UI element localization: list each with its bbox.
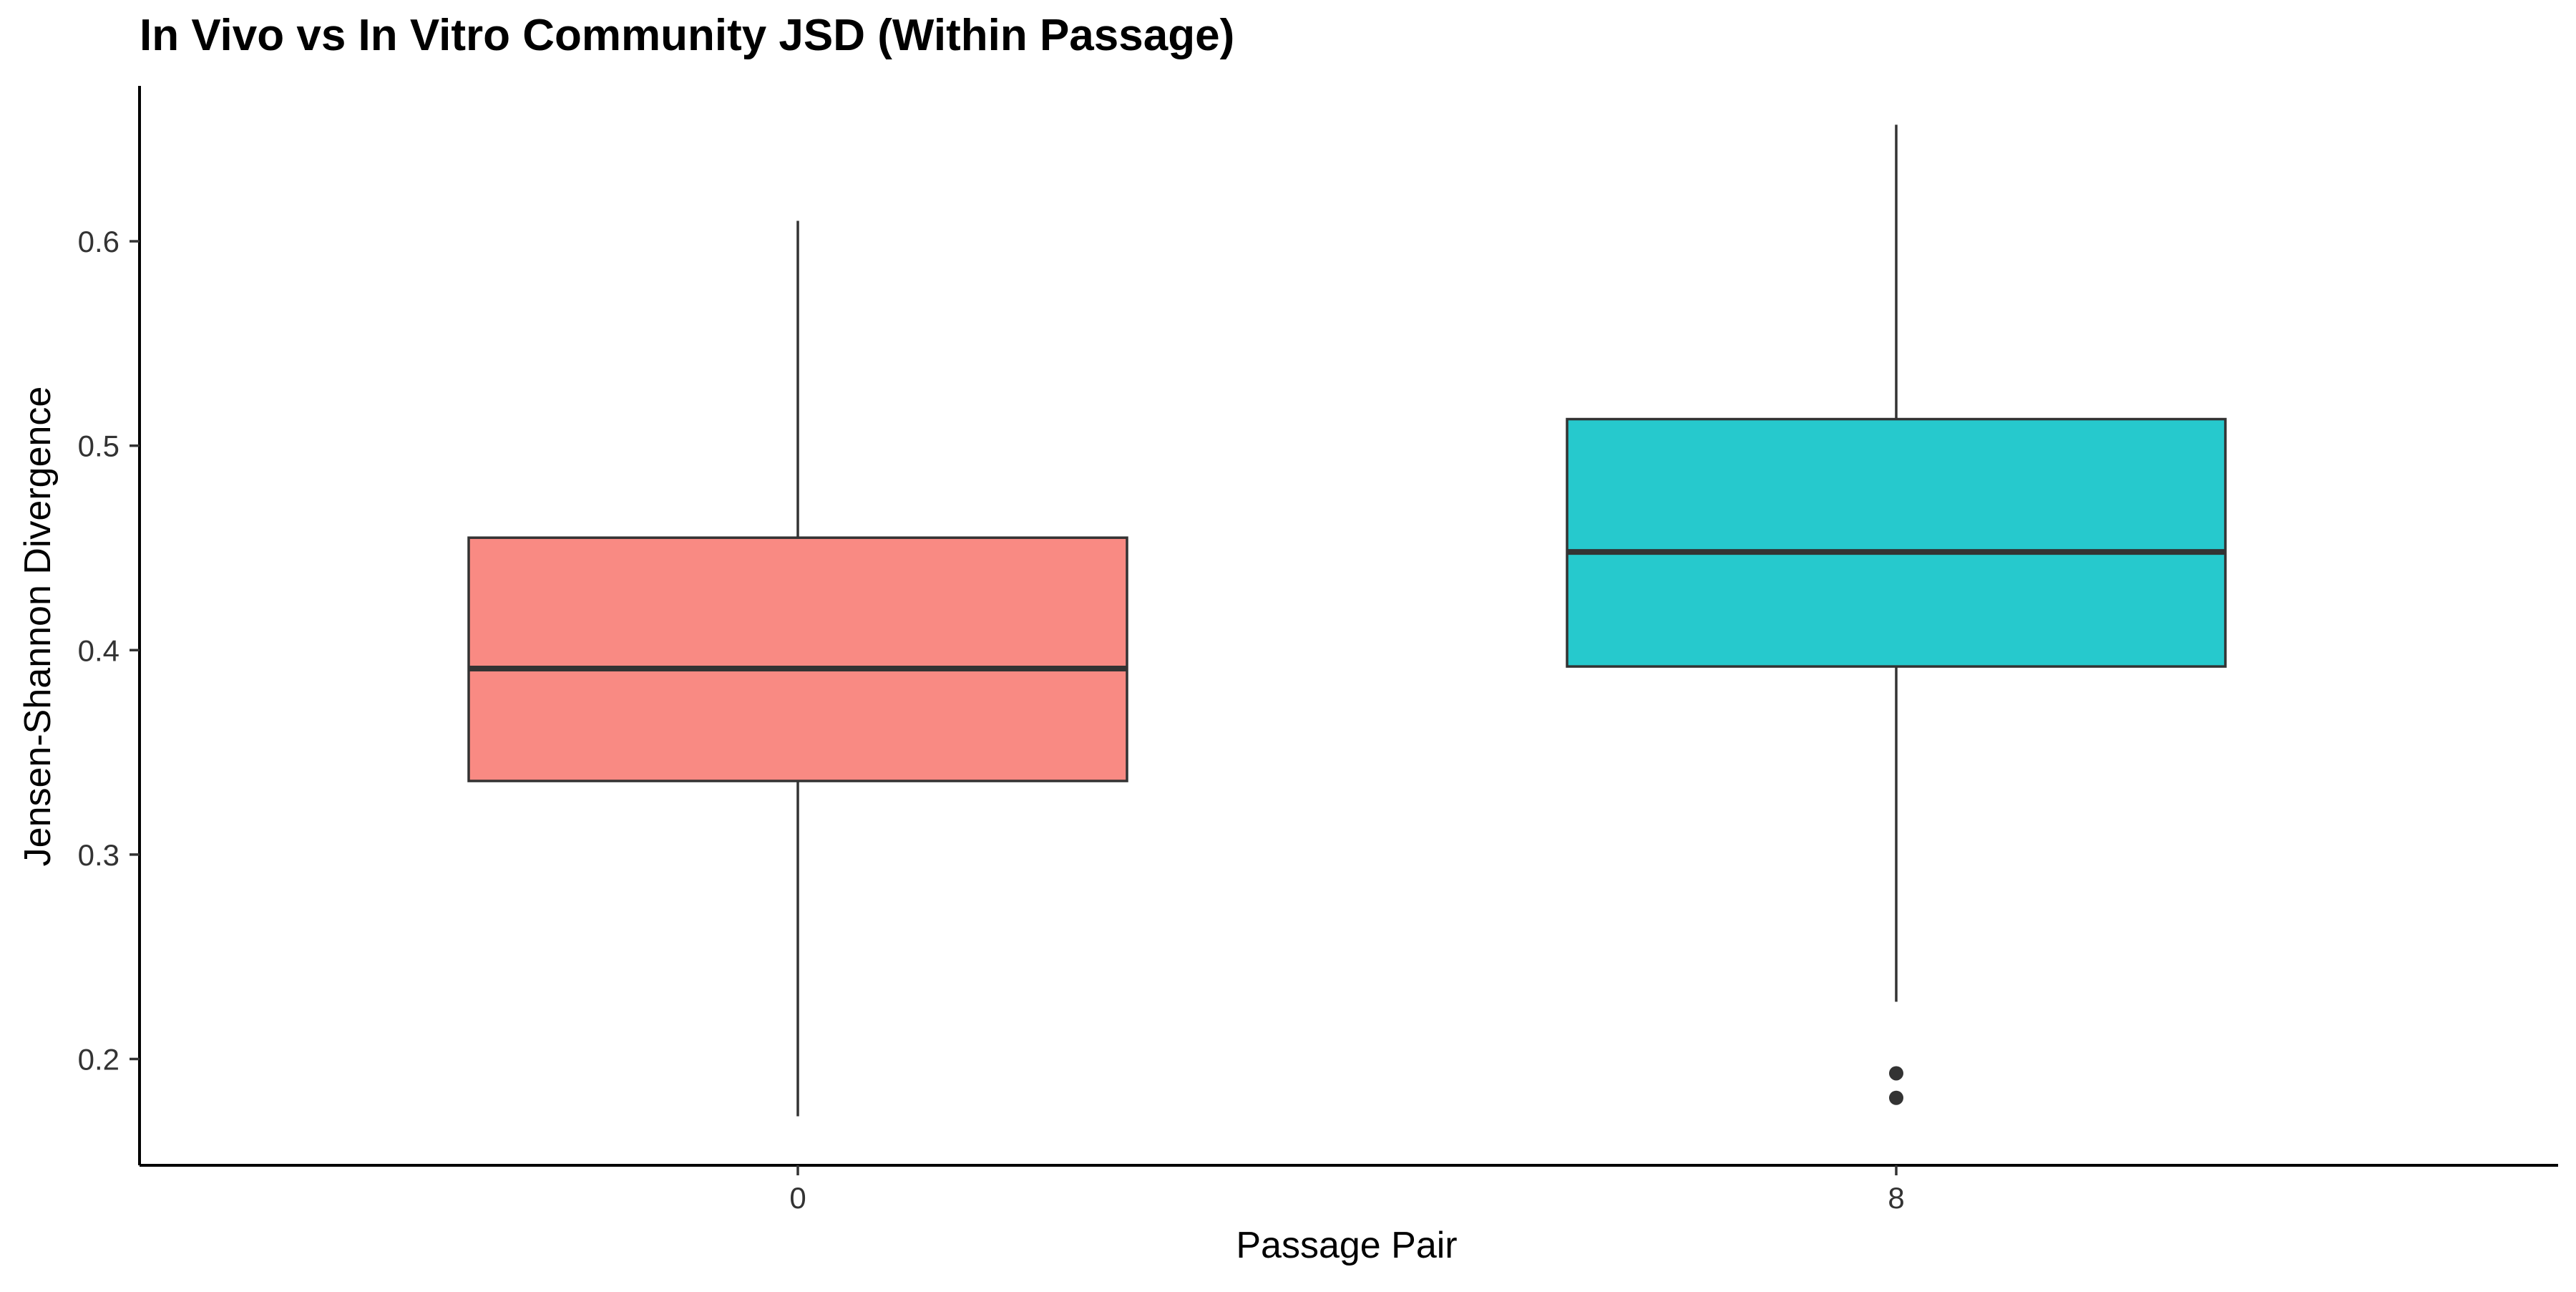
x-axis-label: Passage Pair <box>1236 1225 1457 1266</box>
outlier-point <box>1889 1090 1903 1105</box>
box-iqr <box>467 536 1128 782</box>
x-tick-label: 0 <box>789 1181 806 1215</box>
y-tick-label: 0.5 <box>78 429 119 463</box>
tick-labels: 0.2 0.3 0.4 0.5 0.6 0 8 <box>78 225 1905 1215</box>
box-iqr <box>1566 417 2227 668</box>
y-tick-label: 0.3 <box>78 838 119 872</box>
box-group-8 <box>1566 125 2227 1105</box>
x-tick-label: 8 <box>1888 1181 1904 1215</box>
y-tick-label: 0.6 <box>78 225 119 258</box>
box-group-0 <box>467 220 1128 1117</box>
boxes <box>467 125 2227 1117</box>
chart-title: In Vivo vs In Vitro Community JSD (Withi… <box>140 11 1234 60</box>
y-tick-label: 0.2 <box>78 1042 119 1076</box>
y-axis-label: Jensen-Shannon Divergence <box>17 387 59 867</box>
outlier-point <box>1889 1066 1903 1081</box>
y-tick-label: 0.4 <box>78 633 119 667</box>
axes <box>138 86 2558 1167</box>
